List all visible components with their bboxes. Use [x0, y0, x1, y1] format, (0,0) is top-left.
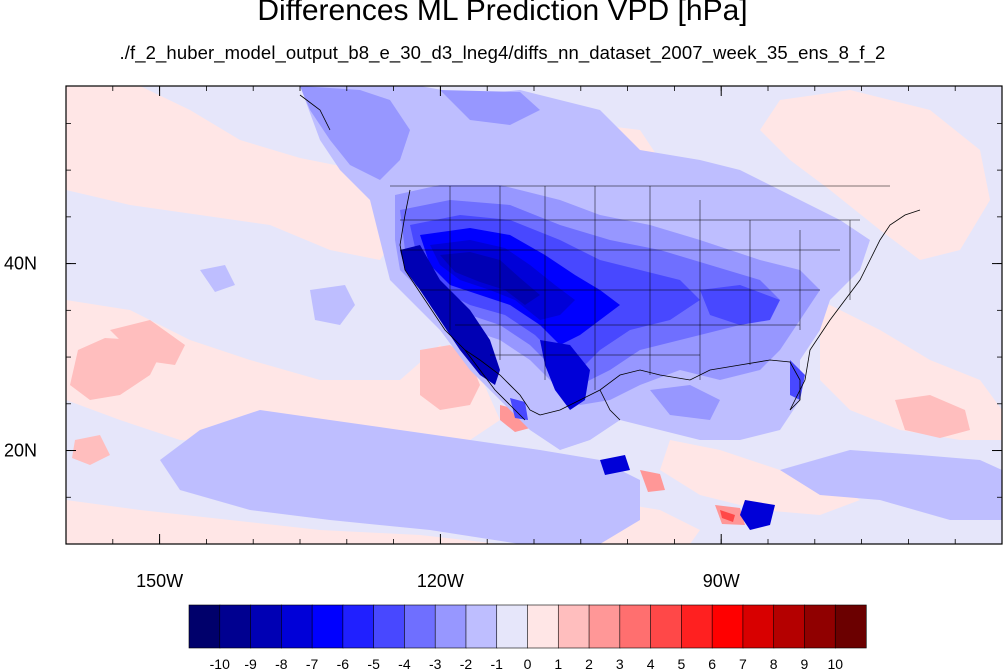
colorbar-label: -4 [398, 656, 411, 672]
colorbar-label: -5 [367, 656, 380, 672]
colorbar-swatch [188, 604, 221, 649]
colorbar-label: 0 [524, 656, 532, 672]
colorbar-swatch [404, 604, 436, 649]
political-borders [390, 185, 890, 390]
colorbar-label: 8 [770, 656, 778, 672]
plot-title: Differences ML Prediction VPD [hPa] [257, 0, 748, 27]
colorbar-swatch [465, 604, 498, 649]
colorbar-label: -6 [337, 656, 350, 672]
colorbar-label: -3 [429, 656, 442, 672]
colorbar-swatch [742, 604, 775, 649]
negative-core [395, 185, 820, 530]
x-tick-label: 150W [136, 571, 183, 591]
colorbar-label: 4 [647, 656, 655, 672]
colorbar-swatch [650, 604, 682, 649]
colorbar-label: -9 [244, 656, 257, 672]
colorbar-label: -7 [306, 656, 319, 672]
x-tick-label: 90W [703, 571, 740, 591]
colorbar-label: 7 [739, 656, 747, 672]
colorbar-swatch [342, 604, 375, 649]
colorbar-swatch [619, 604, 652, 649]
colorbar-swatch [681, 604, 713, 649]
positive-patches [70, 320, 970, 525]
y-tick-label: 20N [4, 441, 37, 461]
colorbar-swatch [557, 604, 590, 649]
colorbar-label: -2 [460, 656, 473, 672]
coastlines [299, 94, 921, 421]
colorbar-swatch [527, 604, 559, 649]
colorbar-label: 6 [708, 656, 716, 672]
map-field [66, 86, 1002, 544]
x-tick-label: 120W [417, 571, 464, 591]
colorbar-label: 9 [801, 656, 809, 672]
colorbar-swatch [588, 604, 621, 649]
colorbar-label: 3 [616, 656, 624, 672]
colorbar-swatch [311, 604, 344, 649]
colorbar-swatch [281, 604, 313, 649]
colorbar-label: -10 [210, 656, 230, 672]
colorbar-swatch [834, 604, 867, 649]
colorbar: -10 -9 -8 -7 -6 -5 -4 -3 -2 -1 0 1 2 3 4 5 6 7 8 9 10 [188, 604, 867, 672]
colorbar-swatch [373, 604, 406, 649]
plot-subtitle: ./f_2_huber_model_output_b8_e_30_d3_lneg… [119, 42, 886, 63]
colorbar-swatch [773, 604, 806, 649]
colorbar-label: 2 [585, 656, 593, 672]
y-tick-label: 40N [4, 254, 37, 274]
colorbar-label: 10 [827, 656, 843, 672]
colorbar-swatch [804, 604, 836, 649]
colorbar-swatch [711, 604, 744, 649]
colorbar-label: -1 [491, 656, 504, 672]
colorbar-swatch [434, 604, 467, 649]
colorbar-swatch [250, 604, 282, 649]
colorbar-label: 1 [554, 656, 562, 672]
map-axes: 150W 120W 90W 40N 20N [4, 86, 1002, 591]
colorbar-swatch [496, 604, 529, 649]
colorbar-swatch [219, 604, 252, 649]
colorbar-label: -8 [275, 656, 288, 672]
positive-anomaly-regions [66, 86, 1002, 544]
colorbar-label: 5 [677, 656, 685, 672]
